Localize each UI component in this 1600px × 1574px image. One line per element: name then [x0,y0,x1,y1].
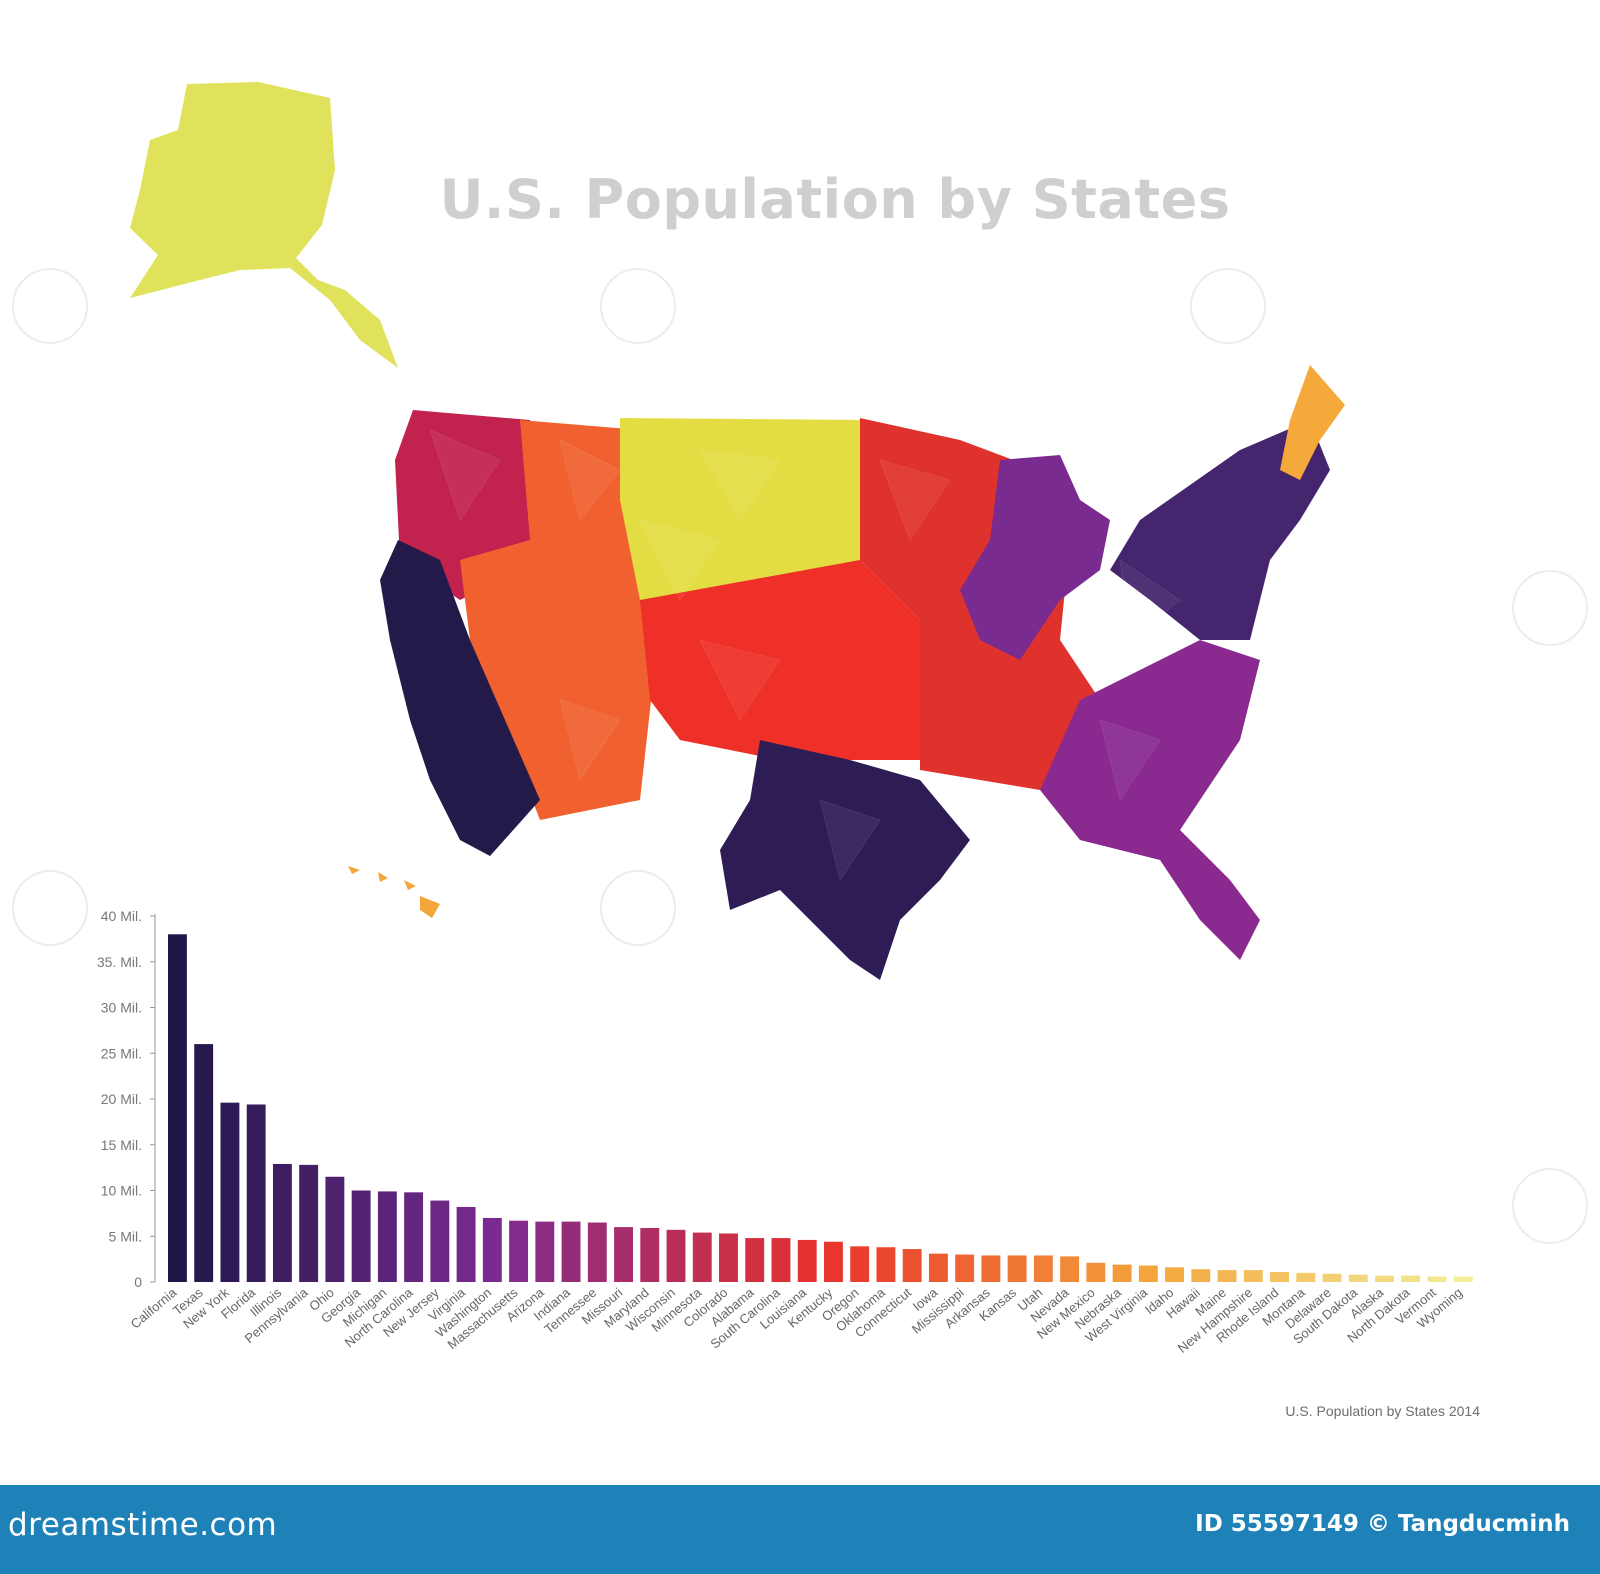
bar-washington [482,1217,502,1282]
map-region-hawaii [404,880,416,890]
bar-indiana [561,1221,581,1282]
bar-south-dakota [1348,1274,1368,1282]
y-tick-label: 35. Mil. [97,954,142,970]
population-bar-chart: 0 5 Mil. 10 Mil. 15 Mil. 20 Mil. 25 Mil. 30 Mi… [97,908,1473,1356]
bar-texas [194,1044,214,1282]
bar-rhode-island [1270,1271,1289,1282]
bar-california [168,934,187,1282]
footer-bar: dreamstime.com ID 55597149 © Tangducminh [0,1485,1600,1574]
bar-utah [1033,1255,1053,1282]
map-region-central [640,560,920,760]
bar-michigan [377,1191,397,1282]
bar-virginia [456,1206,476,1282]
bar-wyoming [1453,1276,1473,1282]
y-tick-label: 5 Mil. [109,1228,142,1244]
map-region-mountain [460,420,660,820]
y-axis: 0 5 Mil. 10 Mil. 15 Mil. 20 Mil. 25 Mil. 30 Mi… [97,908,156,1290]
map-region-hawaii [348,866,360,874]
bar-connecticut [902,1249,922,1282]
watermark-circle [12,268,88,344]
watermark-circle [600,268,676,344]
bar-alaska [1375,1275,1394,1282]
bar-montana [1296,1272,1316,1282]
bar-florida [246,1104,266,1282]
bar-mississippi [955,1254,975,1282]
bar-massachusetts [509,1220,529,1282]
watermark-circle [1190,268,1266,344]
y-tick-label: 25 Mil. [101,1045,142,1061]
bar-arizona [535,1221,555,1282]
page-title: U.S. Population by States [439,168,1231,231]
bar-colorado [719,1233,738,1282]
bar-louisiana [797,1239,817,1282]
map-region-alaska [130,82,398,368]
bar-kansas [1007,1255,1027,1282]
map-region-california [380,540,540,856]
bar-kentucky [824,1241,843,1282]
bar-maryland [640,1228,660,1282]
bar-maine [1217,1270,1237,1282]
bar-new-hampshire [1243,1270,1263,1282]
bar-ohio [325,1176,345,1282]
y-tick-label: 30 Mil. [101,1000,142,1016]
bar-arkansas [981,1255,1001,1282]
watermark-circle [1512,1168,1588,1244]
bar-wisconsin [666,1229,686,1282]
bar-iowa [928,1253,948,1282]
bar-hawaii [1191,1269,1211,1282]
map-region-hawaii [378,872,388,882]
map-region-texas [720,740,970,980]
y-tick-label: 40 Mil. [101,908,142,924]
us-map [130,82,1345,980]
map-region-southeast [1040,640,1260,960]
y-tick-label: 0 [134,1274,142,1290]
watermark-circle [600,870,676,946]
chart-caption: U.S. Population by States 2014 [1285,1403,1480,1419]
bar-nevada [1060,1256,1080,1282]
map-region-maine [1280,365,1345,480]
map-region-northeast [1110,420,1330,640]
bar-minnesota [692,1232,712,1282]
bar-delaware [1322,1273,1342,1282]
y-tick-label: 10 Mil. [101,1183,142,1199]
map-region-hawaii [420,896,440,918]
footer-credit: ID 55597149 © Tangducminh [1195,1511,1570,1537]
bar-idaho [1165,1267,1185,1282]
watermark-circle [1512,570,1588,646]
map-region-great-lakes [960,455,1110,660]
bar-pennsylvania [299,1164,319,1282]
bars [168,934,1473,1282]
bar-vermont [1427,1276,1447,1282]
bar-oklahoma [876,1247,896,1282]
y-tick-label: 15 Mil. [101,1137,142,1153]
y-tick-label: 20 Mil. [101,1091,142,1107]
bar-nebraska [1112,1264,1132,1282]
bar-missouri [614,1227,633,1282]
bar-tennessee [587,1222,607,1282]
bar-alabama [745,1238,765,1282]
footer-brand[interactable]: dreamstime.com [8,1507,278,1543]
bar-new-jersey [430,1200,450,1282]
map-region-plains-north [620,418,870,620]
bar-south-carolina [771,1238,791,1282]
map-facets [429,429,1181,882]
bar-new-york [220,1102,240,1282]
bar-oregon [850,1246,870,1282]
bar-new-mexico [1086,1262,1106,1282]
bar-illinois [272,1163,292,1282]
watermark-circle [12,870,88,946]
bar-west-virginia [1138,1265,1158,1282]
bar-georgia [351,1190,371,1282]
bar-north-dakota [1401,1275,1421,1282]
bar-north-carolina [404,1192,424,1282]
